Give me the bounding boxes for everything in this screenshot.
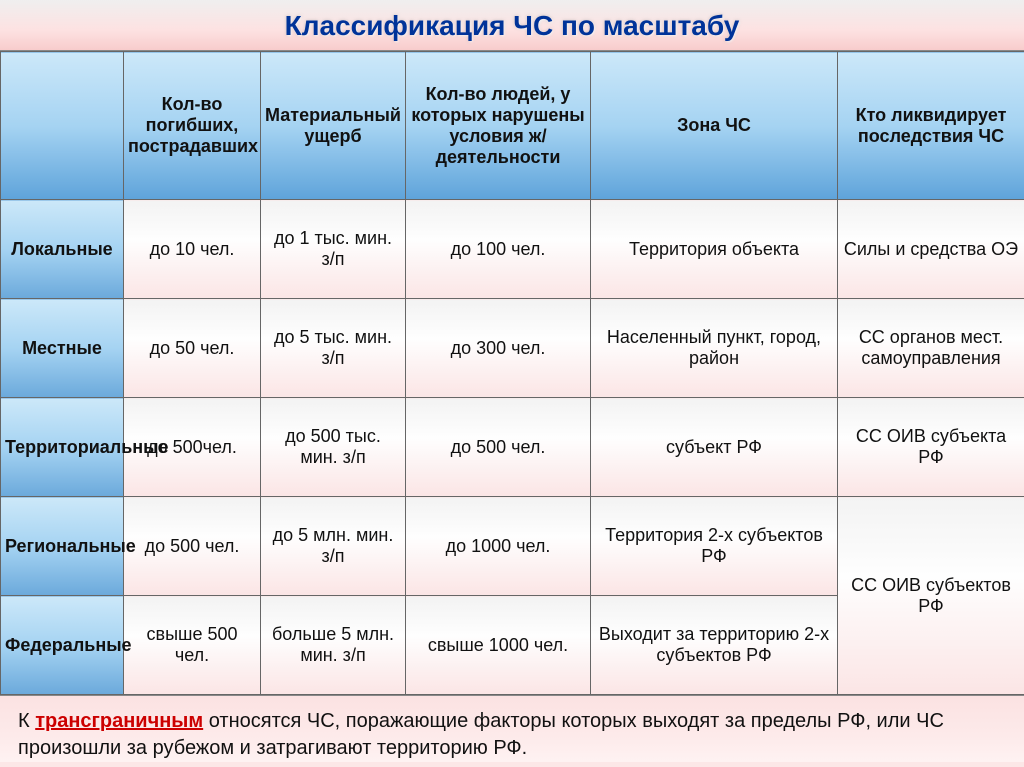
cell: СС ОИВ субъекта РФ (838, 398, 1024, 497)
cell: до 1000 чел. (406, 497, 591, 596)
cell: больше 5 млн. мин. з/п (261, 596, 406, 695)
cell: до 5 млн. мин. з/п (261, 497, 406, 596)
cell: до 1 тыс. мин. з/п (261, 200, 406, 299)
table-header-row: Кол-во погибших, пострадавших Материальн… (1, 52, 1024, 200)
cell: до 10 чел. (124, 200, 261, 299)
cell: до 5 тыс. мин. з/п (261, 299, 406, 398)
cell: до 300 чел. (406, 299, 591, 398)
classification-table: Кол-во погибших, пострадавших Материальн… (0, 51, 1024, 695)
table-row: Местные до 50 чел. до 5 тыс. мин. з/п до… (1, 299, 1024, 398)
footnote: К трансграничным относятся ЧС, поражающи… (0, 695, 1024, 762)
cell: Территория 2-х субъектов РФ (591, 497, 838, 596)
col-header-empty (1, 52, 124, 200)
footnote-prefix: К (18, 710, 35, 732)
page-title: Классификация ЧС по масштабу (0, 0, 1024, 51)
col-header-damage: Материальный ущерб (261, 52, 406, 200)
table-row: Территориальные до 500чел. до 500 тыс. м… (1, 398, 1024, 497)
cell: Территория объекта (591, 200, 838, 299)
row-label: Федеральные (1, 596, 124, 695)
cell: до 500 чел. (406, 398, 591, 497)
cell: Выходит за территорию 2-х субъектов РФ (591, 596, 838, 695)
cell: СС органов мест. самоуправления (838, 299, 1024, 398)
cell: до 500 тыс. мин. з/п (261, 398, 406, 497)
cell: до 500 чел. (124, 497, 261, 596)
col-header-liquidator: Кто ликвидирует последствия ЧС (838, 52, 1024, 200)
cell: Силы и средства ОЭ (838, 200, 1024, 299)
cell: свыше 500 чел. (124, 596, 261, 695)
col-header-disrupted: Кол-во людей, у которых нарушены условия… (406, 52, 591, 200)
cell: до 50 чел. (124, 299, 261, 398)
footnote-keyword: трансграничным (35, 710, 203, 732)
cell: субъект РФ (591, 398, 838, 497)
row-label: Региональные (1, 497, 124, 596)
table-row: Региональные до 500 чел. до 5 млн. мин. … (1, 497, 1024, 596)
col-header-zone: Зона ЧС (591, 52, 838, 200)
cell: свыше 1000 чел. (406, 596, 591, 695)
row-label: Местные (1, 299, 124, 398)
table-row: Локальные до 10 чел. до 1 тыс. мин. з/п … (1, 200, 1024, 299)
cell: до 100 чел. (406, 200, 591, 299)
cell: Населенный пункт, город, район (591, 299, 838, 398)
row-label: Территориальные (1, 398, 124, 497)
row-label: Локальные (1, 200, 124, 299)
col-header-casualties: Кол-во погибших, пострадавших (124, 52, 261, 200)
cell-merged: СС ОИВ субъектов РФ (838, 497, 1024, 695)
